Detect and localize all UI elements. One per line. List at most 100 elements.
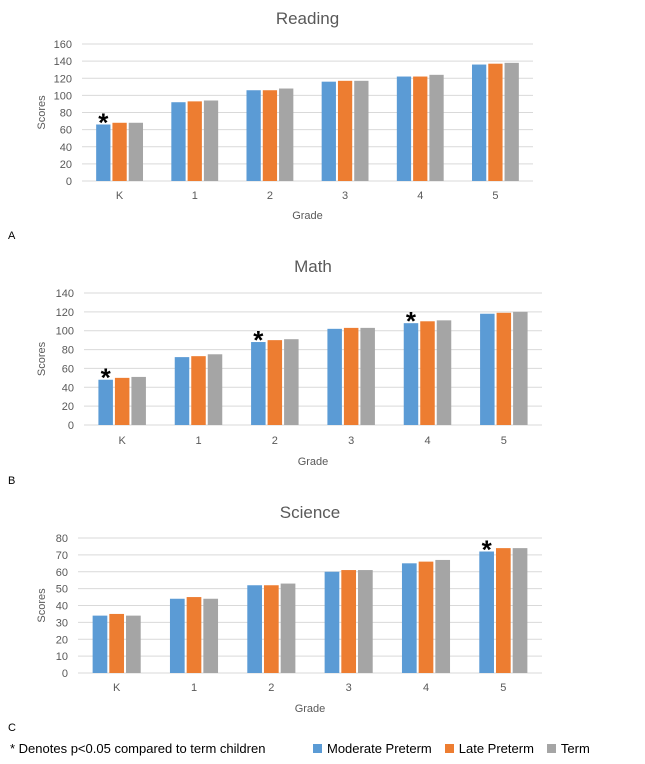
math-x-tick-label: 1	[195, 435, 201, 447]
math-y-tick-label: 60	[62, 363, 74, 375]
science-x-tick-label: 1	[191, 682, 197, 694]
science-y-axis-label: Scores	[36, 588, 48, 623]
math-bar-moderate-preterm-k	[98, 379, 113, 425]
science-y-tick-label: 20	[56, 634, 68, 646]
math-bar-moderate-preterm-5	[480, 313, 495, 425]
math-bar-term-5	[513, 311, 528, 425]
science-bar-term-1	[203, 598, 219, 673]
math-bar-late-preterm-4	[420, 321, 435, 425]
reading-y-tick-label: 160	[54, 39, 72, 51]
math-bar-late-preterm-k	[114, 377, 130, 425]
math-y-tick-label: 40	[62, 382, 74, 394]
legend-item-late-preterm: Late Preterm	[444, 741, 534, 756]
reading-x-tick-label: 1	[192, 190, 198, 202]
reading-bar-term-1	[203, 100, 219, 181]
reading-x-tick-label: 4	[417, 190, 423, 202]
reading-x-tick-label: 2	[267, 190, 273, 202]
science-bar-term-5	[512, 548, 528, 673]
reading-x-tick-label: 5	[492, 190, 498, 202]
reading-bar-moderate-preterm-4	[396, 76, 412, 181]
math-y-tick-label: 120	[56, 307, 74, 319]
science-y-tick-label: 70	[56, 550, 68, 562]
science-chart-title: Science	[280, 503, 340, 522]
legend: Moderate Preterm Late Preterm Term	[313, 741, 603, 756]
science-bar-term-2	[280, 583, 296, 673]
math-y-tick-label: 0	[68, 420, 74, 432]
science-bar-moderate-preterm-3	[324, 571, 340, 673]
reading-bar-late-preterm-k	[112, 122, 127, 181]
reading-y-tick-label: 60	[60, 125, 72, 137]
science-y-tick-label: 80	[56, 533, 68, 545]
science-x-tick-label: 2	[268, 682, 274, 694]
reading-y-axis-label: Scores	[36, 95, 48, 130]
reading-y-tick-label: 120	[54, 73, 72, 85]
reading-bar-moderate-preterm-5	[471, 64, 487, 181]
reading-bar-moderate-preterm-3	[321, 81, 336, 181]
legend-label-late-preterm: Late Preterm	[458, 741, 534, 756]
legend-swatch-term	[546, 744, 556, 753]
science-bar-moderate-preterm-5	[479, 551, 494, 673]
science-y-tick-label: 60	[56, 567, 68, 579]
science-bar-moderate-preterm-k	[92, 615, 108, 673]
science-bar-term-4	[435, 559, 451, 673]
math-bar-moderate-preterm-3	[327, 328, 342, 425]
reading-y-tick-label: 140	[54, 56, 72, 68]
reading-bar-term-k	[128, 122, 144, 181]
science-x-tick-label: 5	[500, 682, 506, 694]
legend-label-term: Term	[560, 741, 590, 756]
science-bar-moderate-preterm-2	[247, 585, 262, 673]
reading-bar-late-preterm-1	[187, 101, 202, 181]
reading-x-tick-label: 3	[342, 190, 348, 202]
math-x-axis-label: Grade	[298, 456, 329, 468]
reading-y-tick-label: 40	[60, 142, 72, 154]
science-y-tick-label: 40	[56, 601, 68, 613]
reading-x-axis-label: Grade	[292, 210, 323, 222]
science-bar-late-preterm-5	[495, 548, 511, 673]
significance-footnote: * Denotes p<0.05 compared to term childr…	[10, 741, 266, 756]
math-bar-term-4	[436, 320, 452, 425]
reading-bar-moderate-preterm-k	[96, 124, 111, 181]
math-y-tick-label: 20	[62, 401, 74, 413]
panel-label-c: C	[8, 722, 16, 734]
legend-swatch-moderate-preterm	[313, 744, 322, 753]
legend-swatch-late-preterm	[444, 744, 454, 753]
science-y-tick-label: 50	[56, 584, 68, 596]
math-bar-term-k	[131, 376, 146, 425]
math-bar-moderate-preterm-4	[403, 323, 419, 425]
science-y-tick-label: 0	[62, 668, 68, 680]
reading-bar-late-preterm-2	[262, 90, 278, 181]
math-bar-moderate-preterm-1	[174, 357, 190, 425]
reading-bar-late-preterm-3	[337, 80, 353, 181]
math-significance-marker: *	[101, 363, 112, 393]
science-bar-late-preterm-4	[418, 561, 434, 673]
science-bar-late-preterm-k	[109, 613, 125, 673]
reading-bar-moderate-preterm-2	[246, 90, 261, 181]
science-y-tick-label: 10	[56, 651, 68, 663]
math-significance-marker: *	[406, 306, 417, 336]
reading-y-tick-label: 80	[60, 108, 72, 120]
math-x-tick-label: 2	[272, 435, 278, 447]
science-bar-term-k	[126, 615, 141, 673]
science-x-tick-label: 4	[423, 682, 429, 694]
math-bar-term-1	[207, 354, 223, 425]
math-bar-late-preterm-1	[191, 356, 206, 425]
science-x-axis-label: Grade	[295, 703, 326, 715]
math-y-tick-label: 80	[62, 345, 74, 357]
science-x-tick-label: K	[113, 682, 121, 694]
science-x-tick-label: 3	[346, 682, 352, 694]
reading-y-tick-label: 100	[54, 90, 72, 102]
reading-y-tick-label: 0	[66, 176, 72, 188]
science-bar-term-3	[358, 570, 373, 673]
reading-bar-term-2	[279, 88, 294, 181]
reading-significance-marker: *	[98, 107, 109, 137]
math-bar-late-preterm-3	[343, 327, 359, 425]
panel-label-b: B	[8, 475, 16, 487]
science-bar-moderate-preterm-4	[401, 563, 417, 673]
math-y-tick-label: 100	[56, 326, 74, 338]
reading-y-tick-label: 20	[60, 159, 72, 171]
legend-item-term: Term	[546, 741, 590, 756]
math-significance-marker: *	[253, 325, 264, 355]
math-x-tick-label: 4	[424, 435, 430, 447]
math-bar-term-3	[360, 327, 375, 425]
